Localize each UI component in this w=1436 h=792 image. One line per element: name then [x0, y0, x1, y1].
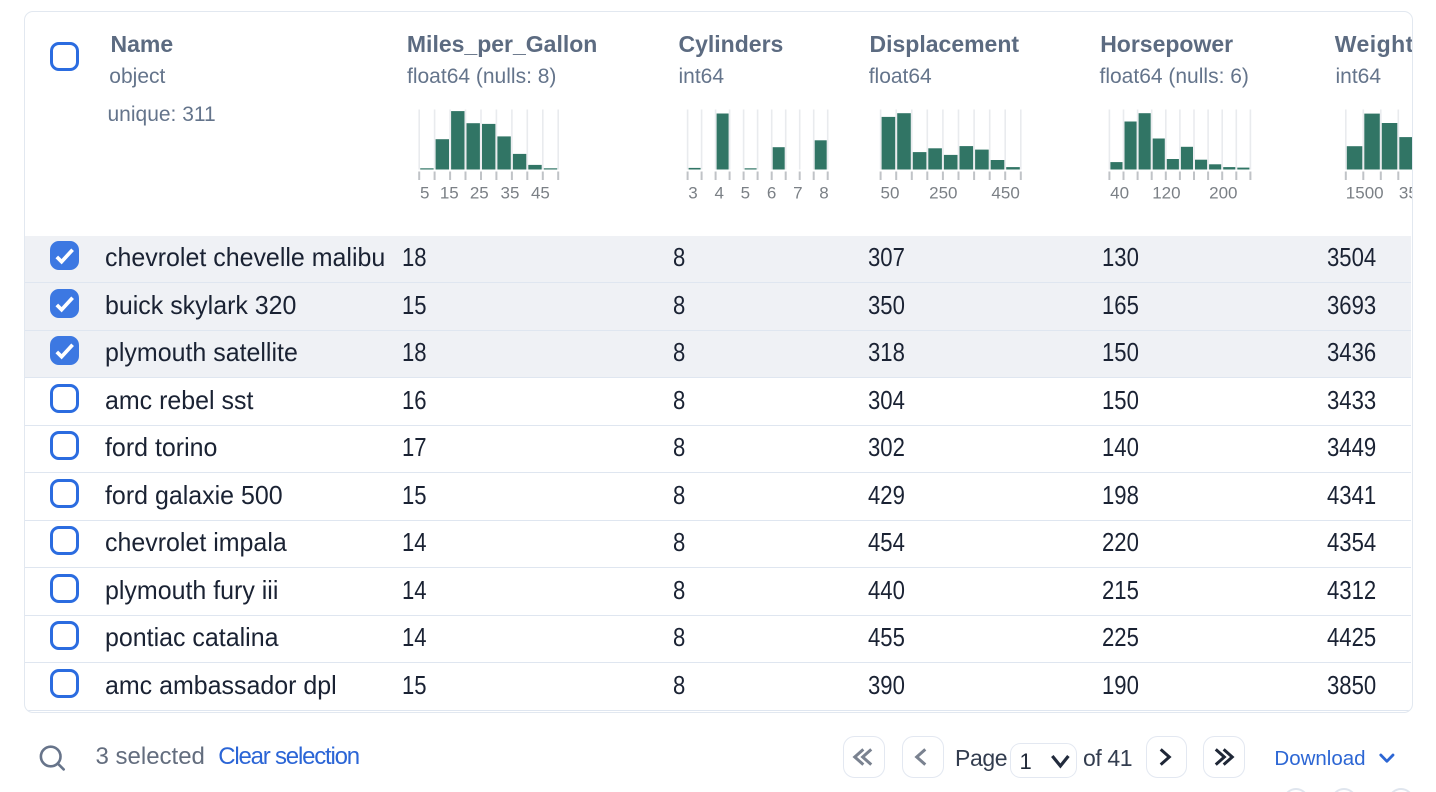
svg-text:1500: 1500 — [1345, 183, 1383, 202]
svg-text:5: 5 — [740, 183, 749, 202]
svg-text:7: 7 — [793, 183, 802, 202]
svg-text:200: 200 — [1209, 183, 1237, 202]
svg-text:6: 6 — [766, 183, 775, 202]
svg-text:120: 120 — [1152, 183, 1180, 202]
svg-text:250: 250 — [929, 183, 957, 202]
svg-text:3: 3 — [688, 183, 697, 202]
svg-text:40: 40 — [1110, 183, 1129, 202]
svg-text:8: 8 — [819, 183, 828, 202]
svg-text:45: 45 — [530, 183, 549, 202]
svg-text:50: 50 — [880, 183, 899, 202]
svg-text:4: 4 — [714, 183, 723, 202]
svg-text:3500: 3500 — [1398, 183, 1411, 202]
svg-text:450: 450 — [991, 183, 1019, 202]
svg-text:15: 15 — [439, 183, 458, 202]
svg-text:35: 35 — [500, 183, 519, 202]
svg-text:5: 5 — [419, 183, 428, 202]
svg-text:25: 25 — [469, 183, 488, 202]
